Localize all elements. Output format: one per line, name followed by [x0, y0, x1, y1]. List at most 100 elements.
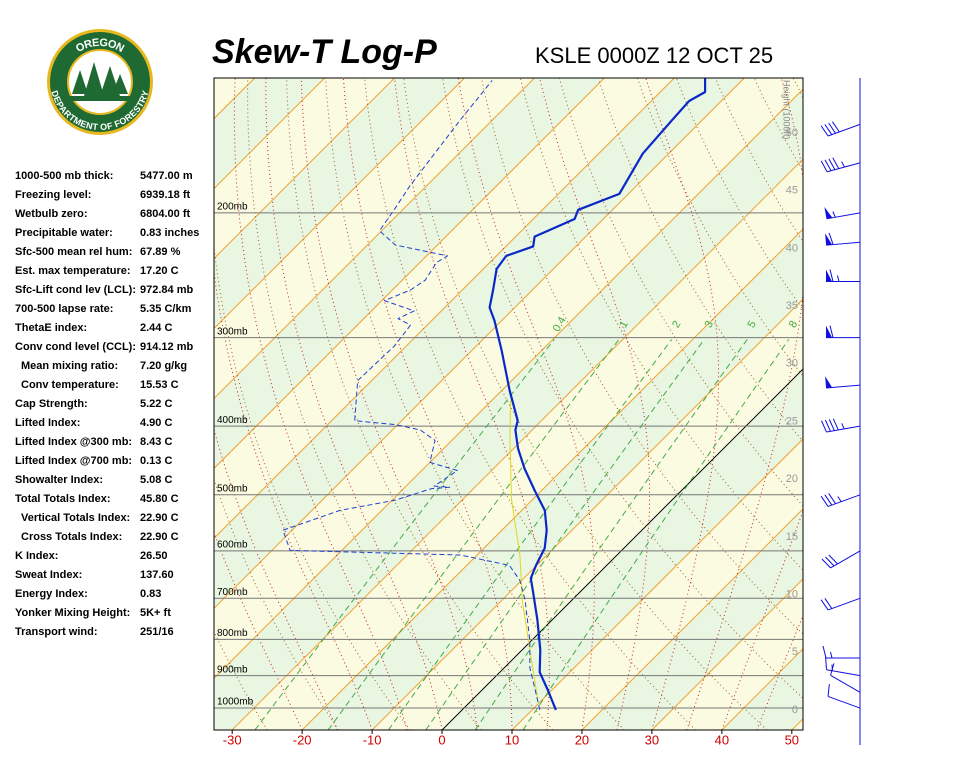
dry-adiabat — [286, 78, 554, 730]
index-label: K Index: — [15, 550, 58, 562]
x-tick-label: 20 — [575, 732, 589, 747]
x-tick-label: 0 — [438, 732, 445, 747]
barb-flag — [824, 207, 833, 219]
barb-feather — [820, 599, 829, 611]
barb-feather — [827, 684, 830, 697]
height-tick-label: 50 — [786, 127, 798, 139]
dry-adiabat — [792, 78, 803, 99]
logo-top-text: OREGON — [74, 37, 126, 55]
mixing-ratio-label: 8 — [787, 319, 800, 330]
height-tick-label: 35 — [786, 300, 798, 312]
wind-barb — [822, 645, 860, 659]
index-label: Showalter Index: — [15, 474, 103, 486]
pressure-label: 300mb — [217, 326, 248, 337]
barb-feather — [822, 645, 827, 659]
index-label: Cap Strength: — [15, 398, 88, 410]
wind-barb — [820, 121, 861, 137]
barb-shaft — [826, 384, 861, 389]
barb-feather — [828, 554, 838, 565]
isotherm — [214, 78, 325, 190]
barb-feather — [824, 494, 833, 506]
isotherm — [214, 78, 605, 470]
height-tick-label: 10 — [786, 589, 798, 601]
mixing-ratio-line — [522, 339, 790, 730]
index-value: 5.22 C — [140, 398, 172, 410]
index-value: 2.44 C — [140, 322, 172, 334]
wind-barb — [824, 207, 861, 220]
isotherm — [214, 78, 535, 400]
dry-adiabat — [480, 78, 803, 635]
pressure-label: 200mb — [217, 202, 248, 213]
barb-feather — [829, 269, 834, 282]
mixing-ratio-line — [327, 339, 620, 730]
index-value: 7.20 g/kg — [140, 360, 187, 372]
barb-feather — [831, 121, 840, 133]
isotherm — [862, 78, 960, 730]
barb-shaft — [827, 123, 861, 137]
index-label: Total Totals Index: — [15, 493, 111, 505]
mixing-ratio-label: 3 — [703, 319, 716, 330]
wind-barb — [820, 597, 861, 611]
barb-feather — [832, 157, 840, 169]
barb-feather — [828, 419, 835, 431]
pressure-label: 700mb — [217, 587, 248, 598]
index-value: 4.90 C — [140, 417, 172, 429]
isotherm — [511, 438, 803, 730]
isotherm — [301, 228, 803, 730]
index-value: 914.12 mb — [140, 341, 193, 353]
index-label: Lifted Index @300 mb: — [15, 436, 132, 448]
temperature-profile — [488, 78, 707, 711]
barb-feather — [828, 122, 836, 134]
moist-adiabat — [265, 78, 443, 730]
pressure-label: 800mb — [217, 628, 248, 639]
barb-flag — [826, 269, 832, 282]
index-label: Conv temperature: — [21, 379, 119, 391]
mixing-ratio-label: 1 — [617, 319, 630, 330]
logo-top-path: OREGON — [74, 37, 126, 55]
wind-barb — [825, 657, 861, 677]
annotations: 1000mb 900mb 800mb 700mb 600mb 500mb 400mb 300m… — [15, 78, 861, 747]
index-value: 15.53 C — [140, 379, 179, 391]
barb-feather — [820, 495, 829, 507]
index-value: 67.89 % — [140, 246, 181, 258]
plot-area: 0.4 1 2 3 5 8 — [214, 65, 960, 730]
isotherm — [214, 78, 675, 540]
barb-feather — [824, 124, 833, 135]
index-label: Sweat Index: — [15, 569, 82, 581]
height-tick-label: 20 — [786, 473, 798, 485]
index-value: 0.13 C — [140, 455, 172, 467]
barb-feather — [828, 232, 834, 245]
barb-feather — [824, 419, 831, 432]
index-label: Sfc-500 mean rel hum: — [15, 246, 132, 258]
index-label: ThetaE index: — [15, 322, 87, 334]
barb-shaft — [830, 674, 861, 693]
wind-barb — [825, 232, 861, 246]
barb-half — [841, 161, 845, 168]
dry-adiabat — [826, 65, 960, 730]
isotherm — [214, 78, 745, 609]
index-value: 972.84 mb — [140, 284, 193, 296]
isotherm — [231, 158, 803, 730]
x-tick-label: 40 — [715, 732, 729, 747]
index-value: 45.80 C — [140, 493, 179, 505]
barb-half — [841, 423, 845, 430]
height-tick-label: 30 — [786, 358, 798, 370]
index-label: 700-500 lapse rate: — [15, 303, 113, 315]
dry-adiabat — [247, 78, 482, 730]
index-label: Precipitable water: — [15, 227, 113, 239]
height-tick-label: 15 — [786, 531, 798, 543]
isotherm — [651, 578, 803, 730]
wind-barb — [821, 418, 861, 433]
height-tick-label: 45 — [786, 185, 798, 197]
index-label: Lifted Index @700 mb: — [15, 455, 132, 467]
x-tick-label: 10 — [505, 732, 519, 747]
pressure-label: 400mb — [217, 415, 248, 426]
barb-feather — [832, 418, 839, 431]
chart-title: Skew-T Log-P — [212, 33, 437, 71]
index-value: 5.08 C — [140, 474, 172, 486]
index-label: 1000-500 mb thick: — [15, 170, 113, 182]
wind-barb — [826, 325, 860, 339]
logo-ground — [70, 96, 130, 101]
index-label: Sfc-Lift cond lev (LCL): — [15, 284, 136, 296]
